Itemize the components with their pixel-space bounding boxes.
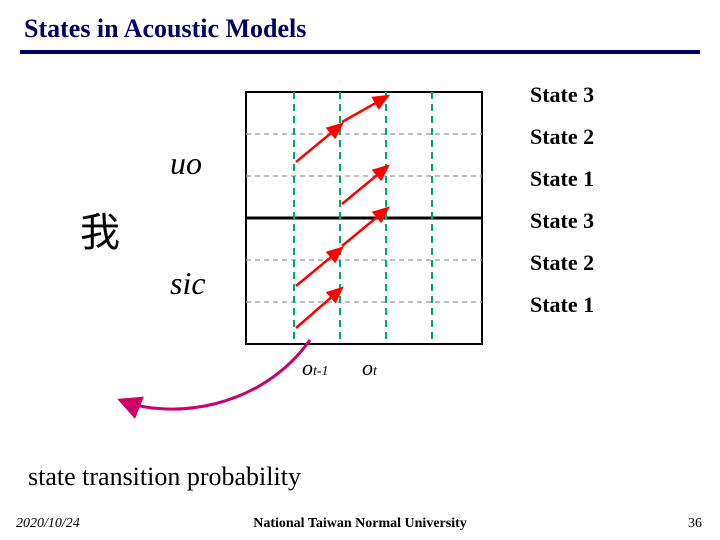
footer-page: 36 [688, 516, 702, 532]
obs-cur-sub: t [373, 364, 377, 379]
state-label-2: State 1 [530, 166, 594, 192]
state-label-0: State 3 [530, 82, 594, 108]
obs-prev: ot-1 [302, 355, 329, 381]
state-label-1: State 2 [530, 124, 594, 150]
state-label-4: State 2 [530, 250, 594, 276]
caption: state transition probability [28, 462, 301, 492]
character-label: 我 [80, 200, 120, 258]
diagram-svg [0, 80, 720, 460]
obs-prev-o: o [302, 355, 313, 380]
phone-label-bottom: sic [170, 265, 206, 302]
title-underline [20, 50, 700, 54]
obs-cur: ot [362, 355, 377, 381]
footer: 2020/10/24 National Taiwan Normal Univer… [0, 512, 720, 532]
state-label-3: State 3 [530, 208, 594, 234]
state-label-5: State 1 [530, 292, 594, 318]
page-title: States in Acoustic Models [0, 0, 720, 50]
obs-prev-sub: t-1 [313, 364, 329, 379]
state-diagram: 我 uo sic State 3 State 2 State 1 State 3… [0, 80, 720, 440]
phone-label-top: uo [170, 145, 202, 182]
footer-org: National Taiwan Normal University [0, 516, 720, 532]
obs-cur-o: o [362, 355, 373, 380]
